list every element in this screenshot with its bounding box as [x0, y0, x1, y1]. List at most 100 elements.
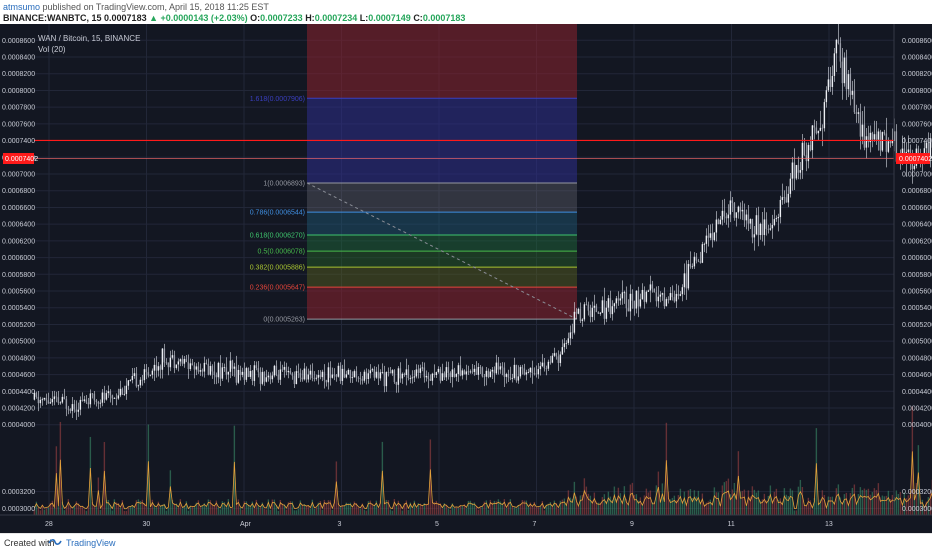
- candle-body: [644, 290, 645, 302]
- volume-bar: [348, 503, 349, 515]
- candle-body: [642, 290, 643, 299]
- volume-bar: [512, 507, 513, 515]
- candle-body: [504, 368, 505, 377]
- candle-body: [186, 359, 187, 362]
- candle-body: [372, 369, 373, 370]
- author-link[interactable]: atmsumo: [3, 2, 40, 12]
- volume-bar: [742, 491, 743, 515]
- candle-body: [430, 379, 431, 381]
- volume-bar: [490, 500, 491, 515]
- candle-body: [720, 220, 721, 224]
- candle-body: [60, 402, 61, 403]
- volume-bar: [864, 489, 865, 515]
- candle-body: [352, 377, 353, 378]
- legend-title[interactable]: WAN / Bitcoin, 15, BINANCE: [38, 34, 140, 43]
- volume-bar: [862, 490, 863, 515]
- candle-body: [400, 368, 401, 378]
- candle-body: [672, 293, 673, 297]
- volume-bar: [84, 509, 85, 515]
- candle-body: [852, 91, 853, 95]
- volume-bar: [460, 505, 461, 515]
- candle-body: [182, 359, 183, 364]
- volume-bar: [134, 508, 135, 515]
- candle-body: [96, 400, 97, 401]
- candle-body: [310, 371, 311, 375]
- volume-bar: [478, 510, 479, 515]
- legend-volume[interactable]: Vol (20): [38, 45, 66, 54]
- volume-bar: [644, 495, 645, 515]
- volume-bar: [510, 499, 511, 515]
- volume-bar: [744, 490, 745, 515]
- candle-body: [638, 291, 639, 307]
- candle-body: [748, 215, 749, 224]
- volume-bar: [650, 491, 651, 515]
- candle-body: [336, 375, 337, 377]
- candle-body: [522, 367, 523, 368]
- tradingview-link[interactable]: TradingView: [66, 538, 116, 548]
- candle-body: [666, 299, 667, 306]
- volume-bar: [100, 510, 101, 515]
- candle-body: [148, 372, 149, 375]
- volume-bar: [770, 485, 771, 515]
- candle-body: [622, 292, 623, 298]
- volume-bar: [408, 510, 409, 515]
- candle-body: [106, 393, 107, 399]
- candle-body: [234, 367, 235, 369]
- candle-body: [824, 102, 825, 128]
- candle-body: [882, 132, 883, 150]
- candle-body: [170, 358, 171, 368]
- volume-bar: [802, 487, 803, 515]
- volume-bar: [776, 489, 777, 515]
- candle-body: [698, 261, 699, 262]
- candle-body: [74, 404, 75, 409]
- candle-body: [710, 233, 711, 238]
- candle-body: [226, 367, 227, 374]
- high-label: H:: [305, 13, 315, 23]
- volume-bar: [72, 510, 73, 515]
- candle-body: [48, 400, 49, 403]
- price-tick-label: 0.0004000: [902, 422, 932, 429]
- volume-bar: [566, 505, 567, 515]
- volume-bar: [192, 507, 193, 515]
- candle-body: [194, 365, 195, 369]
- candle-body: [612, 306, 613, 314]
- volume-bar: [324, 500, 325, 515]
- volume-bar: [832, 497, 833, 515]
- volume-bar: [846, 493, 847, 515]
- candle-body: [360, 378, 361, 379]
- candle-body: [866, 136, 867, 147]
- candle-body: [118, 395, 119, 398]
- candle-body: [726, 216, 727, 218]
- candle-body: [490, 372, 491, 378]
- price-tick-label: 0.0006200: [902, 238, 932, 245]
- volume-bar: [258, 505, 259, 515]
- candle-body: [198, 366, 199, 371]
- candle-body: [614, 303, 615, 306]
- candle-body: [712, 233, 713, 240]
- price-chart[interactable]: 1.618(0.0007906)1(0.0006893)0.786(0.0006…: [0, 24, 932, 533]
- candle-body: [370, 370, 371, 373]
- volume-bar: [758, 491, 759, 515]
- candle-body: [302, 378, 303, 380]
- candle-body: [50, 402, 51, 403]
- volume-bar: [790, 488, 791, 515]
- candle-body: [804, 143, 805, 155]
- volume-bar: [806, 506, 807, 515]
- candle-body: [210, 366, 211, 375]
- candle-body: [532, 368, 533, 373]
- candle-body: [322, 372, 323, 377]
- volume-bar: [128, 507, 129, 515]
- candle-body: [844, 58, 845, 84]
- candle-body: [760, 224, 761, 235]
- volume-bar: [74, 506, 75, 515]
- candle-body: [382, 372, 383, 373]
- volume-bar: [870, 495, 871, 515]
- candle-body: [778, 217, 779, 218]
- candle-body: [586, 304, 587, 305]
- price-tick-label-left: 0.0005400: [2, 305, 35, 312]
- candle-body: [424, 368, 425, 378]
- price-tick-label-left: 0.0006200: [2, 238, 35, 245]
- price-change: +0.0000143 (+2.03%): [161, 13, 248, 23]
- fib-band: [307, 212, 577, 235]
